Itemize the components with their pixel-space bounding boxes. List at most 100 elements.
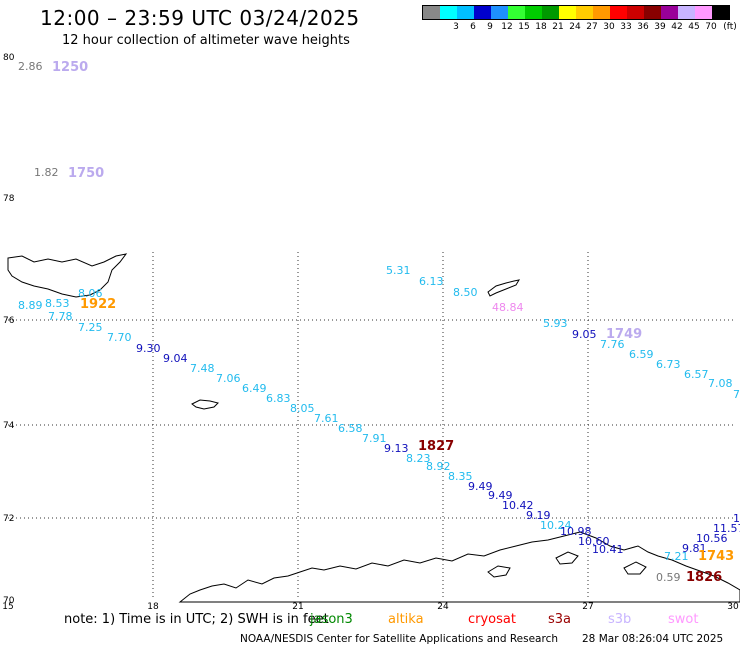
legend-label: 21 (552, 22, 564, 32)
legend-label: 6 (470, 22, 476, 32)
coastline-svalbard-edge (7, 253, 128, 298)
obs-wave-height: 10.60 (578, 535, 610, 548)
lon-label: 24 (437, 602, 449, 612)
legend-swatch (440, 6, 457, 19)
legend-label: 3 (453, 22, 459, 32)
obs-wave-height: 2.86 (18, 60, 43, 73)
obs-wave-height: 9.19 (526, 509, 551, 522)
lon-label: 21 (292, 602, 303, 612)
footer-credit: NOAA/NESDIS Center for Satellite Applica… (240, 633, 558, 645)
satellite-cryosat: cryosat (468, 612, 516, 627)
obs-wave-height: 6.57 (684, 368, 709, 381)
satellite-s3b: s3b (608, 612, 632, 627)
legend-swatches (422, 5, 730, 20)
legend-label: 9 (487, 22, 493, 32)
obs-wave-height: 6.13 (419, 275, 444, 288)
footer-timestamp: 28 Mar 08:26:04 UTC 2025 (582, 633, 724, 645)
lat-label: 74 (3, 421, 15, 431)
legend-swatch (644, 6, 661, 19)
obs-wave-height: 7.25 (78, 321, 103, 334)
obs-wave-height: 6.59 (629, 348, 654, 361)
coastline-bear-island (191, 399, 219, 410)
lat-label: 78 (3, 194, 15, 204)
map-title: 12:00 – 23:59 UTC 03/24/2025 (40, 6, 360, 30)
legend-swatch (678, 6, 695, 19)
obs-wave-height: 9.49 (468, 480, 493, 493)
obs-wave-height: 10.42 (502, 499, 534, 512)
legend-label: 15 (518, 22, 530, 32)
coastline-island-2 (555, 551, 579, 565)
obs-wave-height: 10.56 (696, 532, 728, 545)
note-text: note: 1) Time is in UTC; 2) SWH is in fe… (64, 612, 329, 627)
obs-wave-height: 7.61 (314, 412, 339, 425)
legend-swatch (423, 6, 440, 19)
obs-wave-height: 10.98 (560, 525, 592, 538)
obs-wave-height: 7.76 (600, 338, 625, 351)
obs-wave-height: 8.50 (453, 286, 478, 299)
obs-wave-height: 7.70 (107, 331, 132, 344)
observations: 2.86 1250 1.82 1750 5.31 6.13 8.50 48.84 5.93 9.0… (18, 60, 740, 585)
obs-wave-height: 8.06 (78, 287, 103, 300)
legend-label: 24 (569, 22, 581, 32)
legend-unit: (ft) (723, 22, 737, 32)
legend-swatch (542, 6, 559, 19)
obs-wave-height: 48.84 (492, 301, 524, 314)
obs-time-label: 1826 (686, 570, 722, 585)
legend-swatch (474, 6, 491, 19)
obs-wave-height: 9.04 (163, 352, 188, 365)
obs-wave-height: 6.49 (242, 382, 267, 395)
legend-label: 27 (586, 22, 598, 32)
legend-swatch (627, 6, 644, 19)
legend-label: 45 (688, 22, 700, 32)
obs-wave-height: 9.49 (488, 489, 513, 502)
satellite-s3a: s3a (548, 612, 572, 627)
legend-label: 12 (501, 22, 513, 32)
obs-wave-height: 5.93 (543, 317, 568, 330)
legend-swatch (508, 6, 525, 19)
obs-wave-height: 9.30 (136, 342, 161, 355)
lon-label: 15 (2, 602, 13, 612)
coastlines (7, 253, 740, 603)
coastline-island-1 (487, 565, 511, 578)
obs-wave-height: 7.78 (48, 310, 73, 323)
legend-label: 18 (535, 22, 547, 32)
color-legend: 3 6 9 12 15 18 21 24 27 30 33 36 39 42 45 70 (ft) (422, 5, 737, 34)
satellite-altika: altika (388, 612, 424, 627)
obs-wave-height: 6.73 (656, 358, 681, 371)
obs-wave-height: 7.06 (216, 372, 241, 385)
legend-swatch (576, 6, 593, 19)
obs-wave-height: 8.92 (426, 460, 451, 473)
legend-label: 36 (637, 22, 649, 32)
legend-swatch (457, 6, 474, 19)
legend-swatch (491, 6, 508, 19)
legend-swatch (610, 6, 627, 19)
lat-label: 72 (3, 514, 14, 524)
coastline-island-3 (623, 561, 647, 575)
legend-labels: 3 6 9 12 15 18 21 24 27 30 33 36 39 42 45 70 (ft) (422, 20, 737, 34)
legend-label: 30 (603, 22, 615, 32)
obs-wave-height: 5.31 (386, 264, 411, 277)
obs-wave-height: 11.57 (713, 522, 740, 535)
lat-label: 76 (3, 316, 15, 326)
satellite-jason3: jason3 (310, 612, 353, 627)
obs-wave-height: 7.91 (362, 432, 387, 445)
obs-wave-height: 10.41 (592, 543, 624, 556)
legend-label: 39 (654, 22, 666, 32)
obs-wave-height: 7.21 (664, 550, 689, 563)
obs-wave-height: 8.35 (448, 470, 473, 483)
lat-label: 70 (3, 596, 15, 606)
obs-wave-height: 8.53 (45, 297, 70, 310)
obs-time-label: 1250 (52, 60, 88, 75)
obs-time-label: 1827 (418, 439, 454, 454)
obs-wave-height: 6.83 (266, 392, 291, 405)
obs-wave-height: 8.05 (290, 402, 315, 415)
obs-wave-height: 8.23 (406, 452, 431, 465)
legend-swatch (661, 6, 678, 19)
obs-wave-height: 10.24 (540, 519, 572, 532)
obs-time-label: 1922 (80, 297, 116, 312)
legend-swatch (695, 6, 712, 19)
coastline-norway (178, 531, 740, 603)
obs-wave-height: 7.08 (708, 377, 733, 390)
